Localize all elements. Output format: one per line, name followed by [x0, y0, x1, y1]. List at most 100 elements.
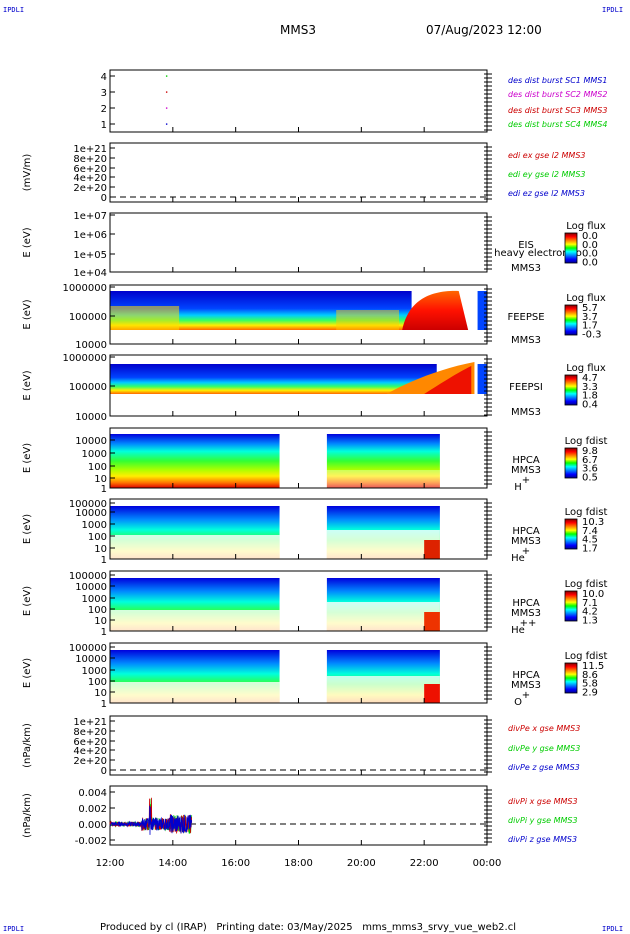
legend-entry: des dist burst SC3 MMS3 [508, 106, 607, 115]
y-tick-label: 100 [88, 462, 107, 473]
colorbar-label: 0.0 [582, 249, 598, 260]
feepsi-right-band [477, 364, 487, 394]
y-tick-label: 100000 [69, 312, 107, 323]
y-tick-label: 1000 [82, 520, 107, 531]
colorbar-label: 1.3 [582, 615, 598, 626]
charge-label: + [522, 475, 530, 486]
instrument-label: HPCA [512, 526, 540, 537]
instrument-sublabel: heavy electron to [494, 248, 582, 259]
date-title: 07/Aug/2023 12:00 [426, 23, 542, 37]
y-tick-label: 10 [94, 688, 107, 699]
y-tick-label: 1000000 [62, 283, 107, 294]
legend-entry: edi ez gse l2 MMS3 [508, 189, 585, 198]
panel-frames: 4 3 2 1 des dist burst SC1 MMS1 des dist burs… [22, 69, 607, 869]
instrument-label: HPCA [512, 455, 540, 466]
colorbar-label: 0.0 [582, 257, 598, 268]
corner-label-bottom-left: IPDLI [3, 925, 24, 933]
y-tick-label: 4e+20 [73, 173, 107, 184]
y-tick-label: 1e+21 [73, 144, 107, 155]
colorbar [564, 447, 578, 479]
hpca-h-left [110, 434, 280, 488]
panel-frame-p2 [109, 142, 488, 203]
y-tick-label: 6e+20 [73, 164, 107, 175]
corner-label-bottom-right: IPDLI [602, 925, 623, 933]
colorbar-label: 3.6 [582, 464, 598, 475]
y-tick-label: 100 [88, 532, 107, 543]
y-tick-label: 1e+04 [73, 268, 107, 279]
y-tick-label: 100000 [69, 571, 107, 582]
legend-entry: divPe z gse MMS3 [508, 763, 580, 772]
mission-title: MMS3 [280, 23, 316, 37]
y-tick-label: 3 [101, 88, 107, 99]
y-tick-label: 6e+20 [73, 737, 107, 748]
legend-entry: edi ey gse l2 MMS3 [508, 170, 586, 179]
y-tick-label: 10000 [75, 340, 107, 351]
y-tick-label: 2e+20 [73, 756, 107, 767]
panel-frame-p10 [109, 715, 488, 776]
x-tick-label: 22:00 [410, 858, 439, 869]
colorbar-title: Log flux [566, 293, 606, 304]
panel-frame-p1 [109, 69, 488, 133]
feepsi-red-region [424, 366, 472, 394]
footer-text: Produced by cl (IRAP) Printing date: 03/… [100, 922, 516, 933]
y-tick-label: 100000 [69, 643, 107, 654]
divpi-trace [109, 805, 193, 835]
y-axis-label: E (eV) [22, 370, 33, 400]
feepse-warm-mid [336, 310, 400, 330]
y-tick-label: 1e+07 [73, 211, 107, 222]
y-tick-label: 2e+20 [73, 183, 107, 194]
y-tick-label: 100 [88, 605, 107, 616]
colorbar [564, 590, 578, 622]
y-tick-label: 10000 [75, 654, 107, 665]
feepsi-band [110, 364, 437, 394]
hpca-he1-low-right [326, 530, 440, 559]
hpca-h-sparse [326, 470, 440, 488]
legend-entry: divPi y gse MMS3 [508, 816, 578, 825]
colorbar-label: 3.7 [582, 312, 598, 323]
y-tick-label: 10000 [75, 508, 107, 519]
colorbar-label: 0.0 [582, 231, 598, 242]
y-tick-label: 1000000 [62, 353, 107, 364]
instrument-label: EIS [518, 240, 534, 251]
y-tick-label: 0.004 [78, 788, 107, 799]
y-tick-label: 10 [94, 474, 107, 485]
legend-entry: divPi x gse MMS3 [508, 797, 578, 806]
colorbar [564, 232, 578, 264]
instrument-label: HPCA [512, 670, 540, 681]
data-gap [279, 499, 327, 559]
x-tick-label: 12:00 [96, 858, 125, 869]
y-axis-label: E (eV) [22, 227, 33, 257]
colorbar-label: 1.8 [582, 391, 598, 402]
species-label: H [514, 482, 522, 493]
colorbar-label: 10.0 [582, 589, 604, 600]
colorbar-label: 2.9 [582, 687, 598, 698]
colorbar-label: 5.7 [582, 303, 598, 314]
colorbar [564, 662, 578, 694]
colorbar-label: 4.5 [582, 535, 598, 546]
x-tick-label: 00:00 [473, 858, 502, 869]
colorbar-title: Log flux [566, 363, 606, 374]
instrument-label: FEEPSE [507, 312, 544, 323]
legend-entry: divPe x gse MMS3 [508, 724, 580, 733]
colorbar-label: 10.3 [582, 517, 604, 528]
y-tick-label: 10 [94, 616, 107, 627]
hpca-h-right [326, 434, 440, 488]
data-gap [279, 643, 327, 703]
colorbar-label: 4.7 [582, 373, 598, 384]
spacecraft-label: MMS3 [511, 335, 541, 346]
y-tick-label: 1 [101, 484, 107, 495]
panel-frame-p3 [109, 212, 488, 273]
colorbar [564, 304, 578, 336]
x-tick-label: 16:00 [221, 858, 250, 869]
y-axis-label: E (eV) [22, 514, 33, 544]
spacecraft-label: MMS3 [511, 263, 541, 274]
y-tick-label: 10 [94, 544, 107, 555]
data-gap [279, 571, 327, 631]
y-tick-label: 0 [101, 766, 107, 777]
species-label: He [511, 553, 525, 564]
corner-label-top-right: IPDLI [602, 6, 623, 14]
hpca-o-low-right [326, 676, 440, 703]
colorbar-label: 7.1 [582, 598, 598, 609]
colorbar-label: 8.6 [582, 670, 598, 681]
y-tick-label: 100000 [69, 499, 107, 510]
